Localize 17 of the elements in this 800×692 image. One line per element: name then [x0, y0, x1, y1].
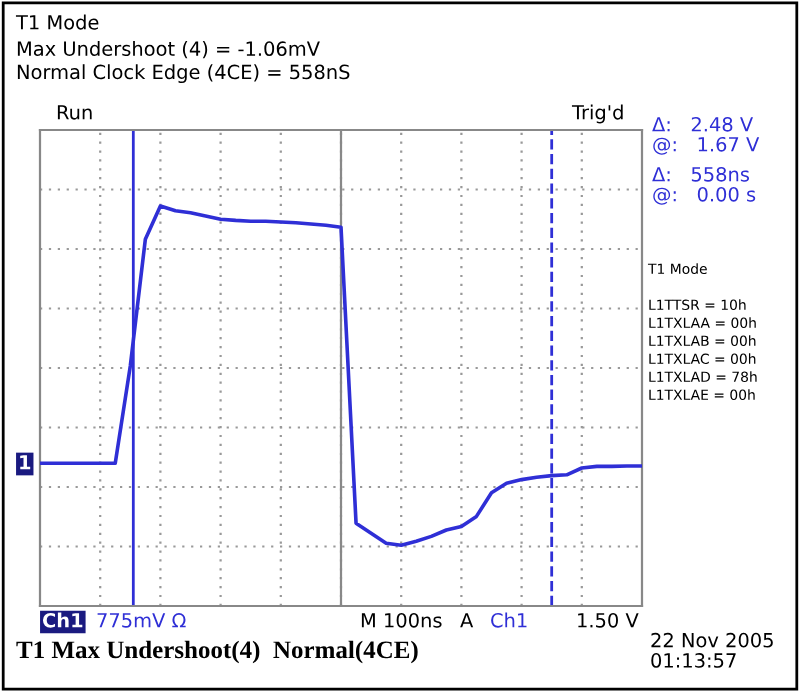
- chart-title: T1 Mode: [15, 14, 99, 30]
- text: Ch1: [491, 612, 527, 628]
- text: M 100ns: [361, 612, 442, 628]
- text: 775mV Ω: [97, 613, 186, 628]
- text: Ch1: [42, 612, 83, 628]
- chart-subtitle: Max Undershoot (4) = -1.06mV Normal Clock Edge (4CE) = 558nS: [17, 40, 350, 84]
- text: 1: [20, 455, 31, 470]
- text: T1 Max Undershoot(4) Normal(4CE): [16, 640, 418, 664]
- text: 1.50 V: [578, 612, 639, 628]
- text: Δ: 2.48 V: [652, 116, 754, 132]
- text: Trig'd: [571, 104, 623, 124]
- text: Δ: 558ns: [652, 166, 750, 182]
- text: 22 Nov 2005 01:13:57: [651, 632, 773, 668]
- text: @: 0.00 s: [653, 186, 756, 205]
- text: @: 1.67 V: [653, 136, 760, 155]
- text: A: [460, 613, 474, 628]
- text: Run: [57, 105, 92, 120]
